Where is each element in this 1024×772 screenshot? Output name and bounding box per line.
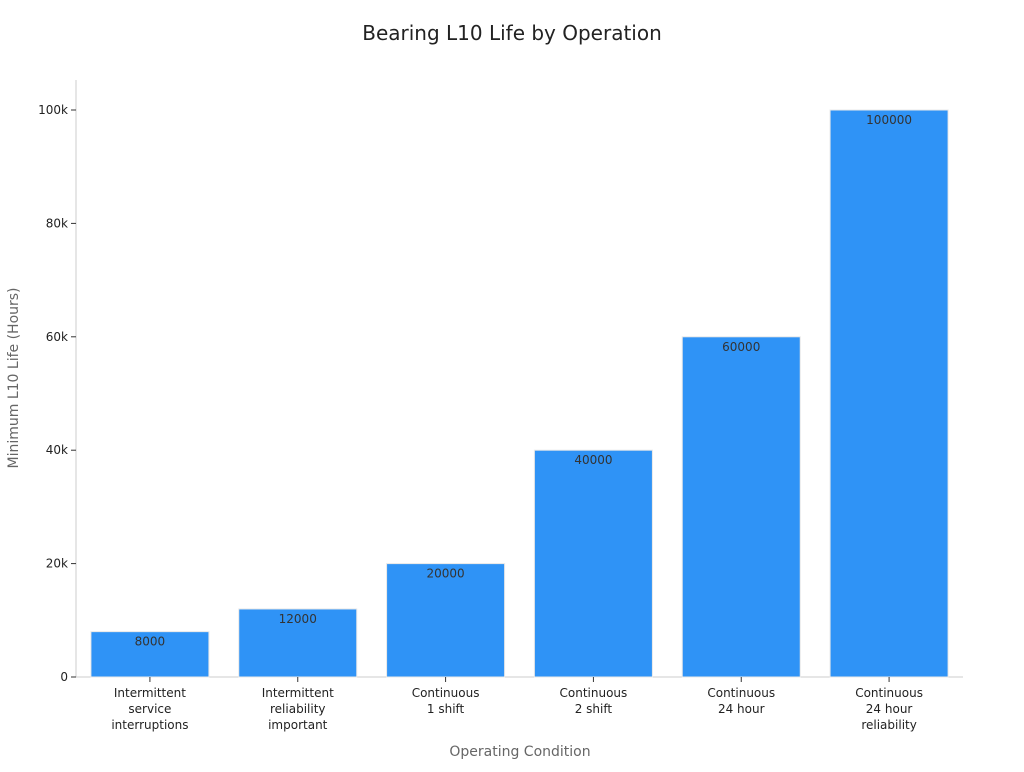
- x-axis-label: Operating Condition: [449, 744, 590, 760]
- x-tick-label-line: 24 hour: [866, 702, 913, 716]
- y-tick-label: 60k: [46, 330, 68, 344]
- bar: [829, 109, 949, 678]
- y-tick-label: 40k: [46, 443, 68, 457]
- x-tick-label-line: Intermittent: [114, 686, 186, 700]
- x-tick-label-line: Continuous: [412, 686, 480, 700]
- x-tick-label-line: reliability: [861, 718, 917, 732]
- y-tick-label: 100k: [38, 103, 68, 117]
- y-tick-label: 0: [60, 670, 68, 684]
- x-tick-label-line: service: [128, 702, 171, 716]
- x-tick-label-line: Continuous: [707, 686, 775, 700]
- bar-data-label: 12000: [279, 612, 317, 626]
- x-tick-label-line: Continuous: [855, 686, 923, 700]
- bar-data-label: 40000: [574, 453, 612, 467]
- x-tick-label-line: 1 shift: [427, 702, 465, 716]
- y-tick-label: 80k: [46, 216, 68, 230]
- bar: [681, 336, 801, 678]
- x-tick-label-line: Continuous: [560, 686, 628, 700]
- bar: [533, 449, 653, 678]
- bar-data-label: 100000: [866, 113, 912, 127]
- bar-data-label: 8000: [135, 635, 166, 649]
- bar-data-label: 60000: [722, 340, 760, 354]
- x-tick-label-line: Intermittent: [262, 686, 334, 700]
- x-tick-label: Continuous 24 hour reliability: [855, 686, 923, 732]
- chart-title: Bearing L10 Life by Operation: [362, 21, 662, 45]
- x-tick-label: Intermittent service interruptions: [111, 686, 188, 732]
- x-tick-label-line: 2 shift: [575, 702, 613, 716]
- x-tick-label-line: reliability: [270, 702, 326, 716]
- x-tick-label: Continuous 1 shift: [412, 686, 480, 716]
- bar-data-label: 20000: [426, 567, 464, 581]
- x-tick-label: Intermittent reliability important: [262, 686, 334, 732]
- x-tick-label-line: interruptions: [111, 718, 188, 732]
- bar: [386, 563, 506, 678]
- plot-area: 0 20k 40k 60k 80k 100k 8000 Intermittent service…: [38, 80, 963, 732]
- x-tick-label-line: 24 hour: [718, 702, 765, 716]
- y-tick-label: 20k: [46, 557, 68, 571]
- x-tick-label: Continuous 2 shift: [560, 686, 628, 716]
- x-tick-label-line: important: [268, 718, 328, 732]
- y-axis-label: Minimum L10 Life (Hours): [6, 287, 22, 468]
- bar: [90, 631, 210, 678]
- x-tick-label: Continuous 24 hour: [707, 686, 775, 716]
